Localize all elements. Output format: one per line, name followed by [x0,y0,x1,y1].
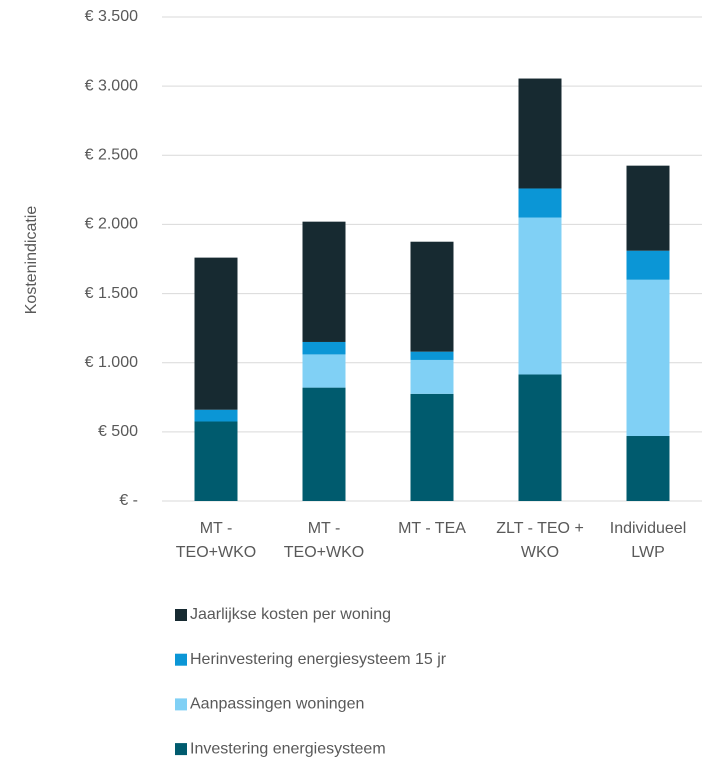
x-tick-label: MT - TEO+WKO [283,520,365,561]
bar-segment [302,387,346,501]
x-tick-label: ZLT - TEO + WKO [496,520,584,561]
legend-swatch [175,698,187,711]
bar-segment [626,165,670,251]
bar-segment [194,409,238,422]
bar-segment [518,374,562,501]
legend-label: Jaarlijkse kosten per woning [190,606,391,623]
y-tick-label: € - [119,492,138,509]
bar-segment [302,341,346,355]
bar-segment [626,279,670,437]
y-tick-label: € 2.500 [85,147,138,164]
bar-segment [302,221,346,342]
bar-segment [626,436,670,501]
y-tick-label: € 1.000 [85,354,138,371]
bar-segment [518,217,562,375]
bar-segment [410,359,454,394]
legend-label: Aanpassingen woningen [190,696,364,713]
bar-segment [518,188,562,218]
x-tick-label: MT - TEO+WKO [175,520,257,561]
y-tick-label: € 3.500 [85,8,138,25]
bar-segment [410,241,454,352]
legend-label: Investering energiesysteem [190,740,386,757]
legend-swatch [175,743,187,756]
y-tick-label: € 500 [98,423,138,440]
x-tick-label: MT - TEA [398,520,466,537]
x-tick-label: Individueel LWP [609,520,687,561]
legend-label: Herinvestering energiesysteem 15 jr [190,651,447,668]
y-axis-label: Kostenindicatie [23,206,40,315]
bar-segment [518,78,562,189]
y-tick-label: € 3.000 [85,77,138,94]
legend-swatch [175,609,187,621]
y-tick-label: € 1.500 [85,285,138,302]
bar-segment [194,257,238,410]
bar-segment [410,393,454,501]
bar-segment [626,250,670,280]
bar-segment [194,421,238,501]
bar-segment [302,354,346,388]
bar-segment [410,351,454,360]
y-tick-label: € 2.000 [85,216,138,233]
legend-swatch [175,653,187,666]
